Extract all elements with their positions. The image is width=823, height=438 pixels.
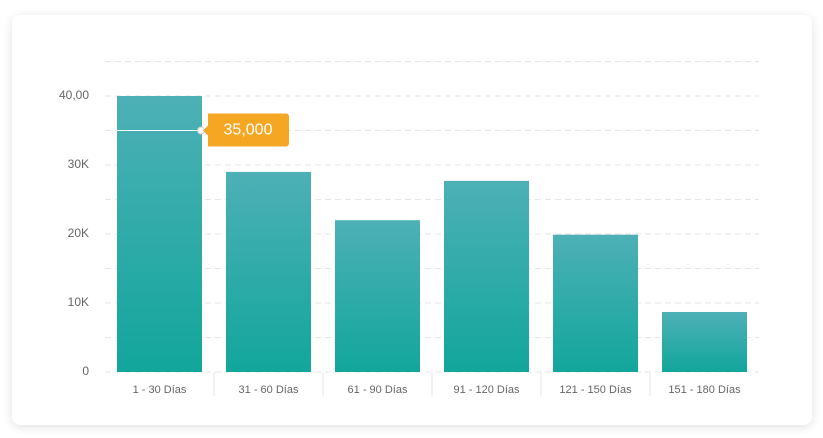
y-tick-label: 30K — [68, 157, 89, 171]
tooltip-label: 35,000 — [224, 122, 273, 139]
x-tick-label: 121 - 150 Días — [559, 384, 632, 396]
bar — [117, 96, 202, 372]
y-tick-label: 20K — [68, 226, 89, 240]
x-tick-label: 91 - 120 Días — [453, 384, 520, 396]
x-tick-label: 151 - 180 Días — [668, 384, 741, 396]
x-tick-label: 31 - 60 Días — [239, 384, 299, 396]
bar — [553, 234, 638, 372]
tooltip-box — [203, 113, 289, 147]
bar — [662, 311, 747, 372]
bar — [444, 180, 529, 372]
x-tick-label: 61 - 90 Días — [348, 384, 408, 396]
bar — [335, 220, 420, 372]
x-tick-label: 1 - 30 Días — [133, 384, 187, 396]
y-tick-label: 0 — [82, 364, 89, 378]
y-tick-label: 10K — [68, 295, 89, 309]
y-tick-label: 40,00 — [59, 88, 89, 102]
bar — [226, 171, 311, 372]
